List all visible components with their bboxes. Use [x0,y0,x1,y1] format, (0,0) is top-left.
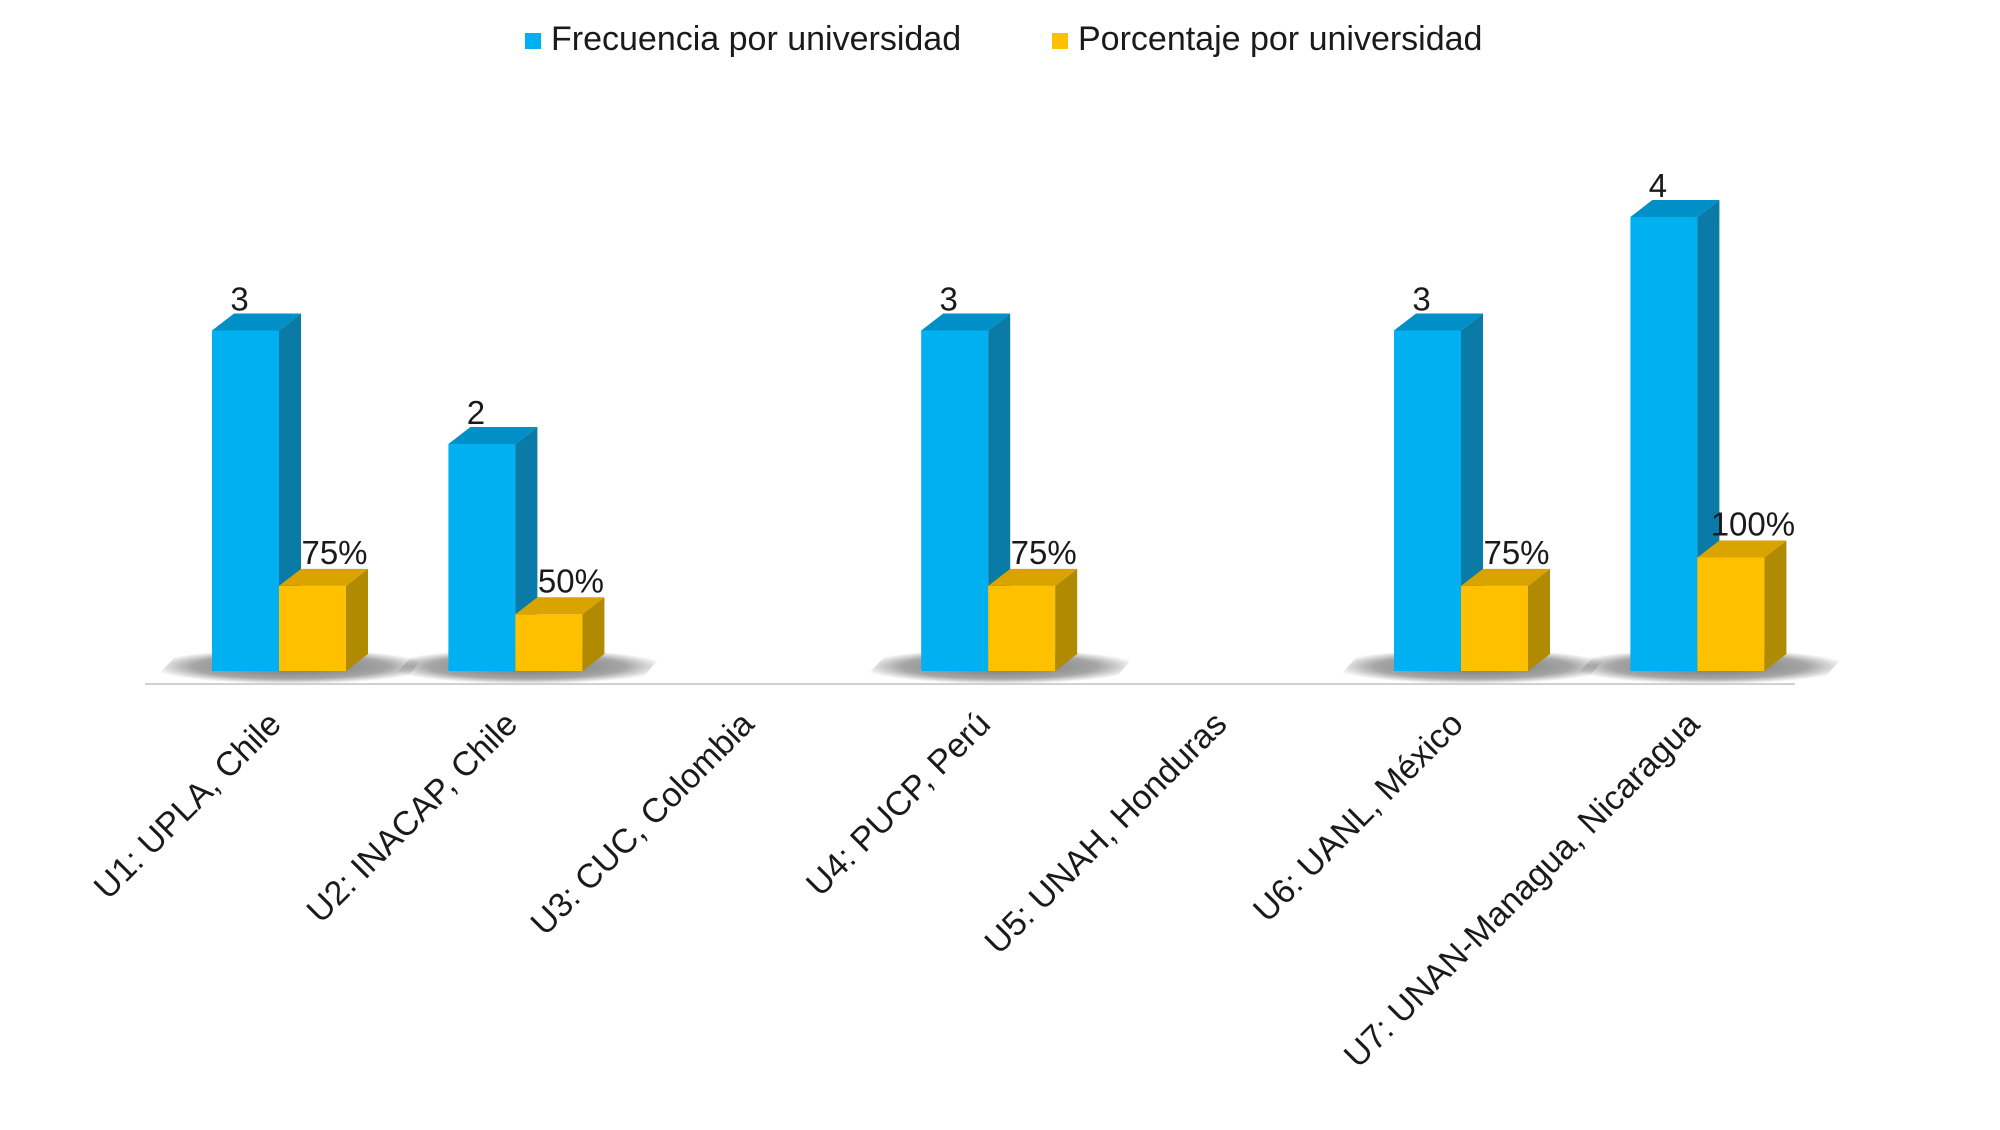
bar-porcentaje-7 [1697,540,1787,671]
bar-porcentaje-1-side [346,568,368,671]
bar-porcentaje-6-front [1461,585,1528,671]
bar-porcentaje-4-top [988,568,1078,586]
bar-porcentaje-6-top [1461,568,1550,586]
bar-frecuencia-1-front [212,330,279,671]
data-label-frecuencia: 2 [467,394,485,431]
data-label-frecuencia: 3 [230,281,248,318]
bar-porcentaje-1 [279,568,368,671]
bar-porcentaje-4-front [988,585,1056,671]
data-label-porcentaje: 50% [538,562,604,599]
bar-porcentaje-4-side [1055,568,1078,671]
legend-porcentaje-label: Porcentaje por universidad [1078,20,1482,58]
category-label: U5: UNAH, Honduras [978,705,1235,962]
data-label-porcentaje: 75% [301,534,367,571]
bar-frecuencia-7-top [1630,200,1720,217]
bar-porcentaje-6-side [1528,568,1550,671]
bar-porcentaje-4 [988,568,1078,671]
bar-porcentaje-7-top [1697,540,1787,558]
category-label: U1: UPLA, Chile [87,705,289,907]
data-label-frecuencia: 3 [1412,281,1430,318]
bar-frecuencia-4-top [921,313,1011,331]
data-labels: 3 75% 2 50% 3 75% 3 75% 4 100% [230,167,1795,599]
bar-frecuencia-6-top [1394,313,1483,331]
legend-frecuencia-label: Frecuencia por universidad [551,20,961,58]
bar-frecuencia-4-front [921,330,989,671]
data-label-porcentaje: 75% [1011,534,1077,571]
legend-porcentaje-swatch [1052,33,1068,49]
category-label: U6: UANL, México [1246,705,1471,930]
bars [212,200,1787,671]
data-label-frecuencia: 3 [940,281,958,318]
bar-porcentaje-2-top [515,597,605,615]
bar-frecuencia-2-top [448,427,538,444]
bar-porcentaje-1-top [279,568,368,586]
data-label-frecuencia: 4 [1649,167,1667,204]
category-label: U4: PUCP, Perú [799,705,998,904]
bar-frecuencia-1-top [212,313,301,331]
bar-porcentaje-7-front [1697,557,1765,671]
bar-porcentaje-2-side [582,597,605,671]
bar-porcentaje-7-side [1764,540,1787,671]
bar-frecuencia-2-front [448,444,516,671]
bar-porcentaje-2-front [515,614,583,671]
data-label-porcentaje: 100% [1711,506,1795,543]
bar-porcentaje-6 [1461,568,1550,671]
category-label: U2: INACAP, Chile [300,705,526,931]
bar-frecuencia-6-front [1394,330,1461,671]
bar-frecuencia-4 [921,313,1011,671]
legend-frecuencia-swatch [525,33,541,49]
bar-porcentaje-1-front [279,585,346,671]
bar-porcentaje-2 [515,597,605,671]
legend: Frecuencia por universidad Porcentaje por… [525,20,1482,58]
category-label: U3: CUC, Colombia [523,705,761,943]
bar-frecuencia-7-front [1630,217,1698,671]
data-label-porcentaje: 75% [1483,534,1549,571]
